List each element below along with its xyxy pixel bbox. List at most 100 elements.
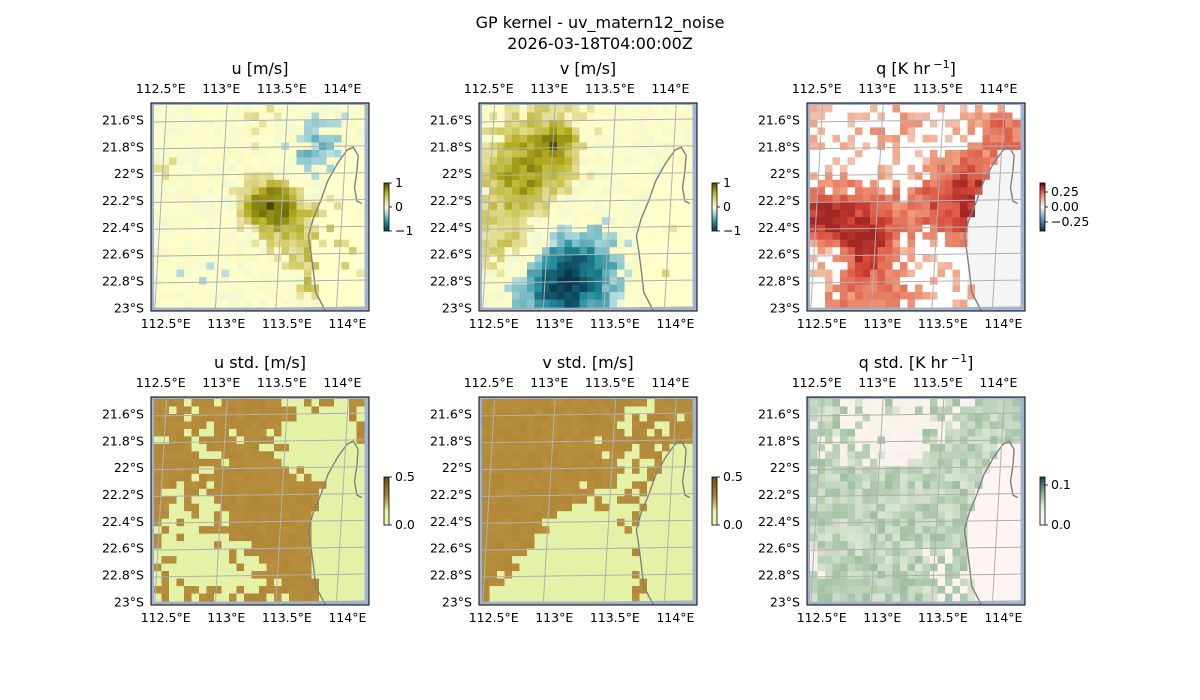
heat-cell: [542, 119, 551, 129]
heat-cell: [930, 436, 939, 445]
heat-cell: [594, 413, 603, 423]
heat-cell: [960, 127, 969, 136]
heat-cell: [930, 224, 939, 233]
heat-cell: [169, 247, 178, 256]
heat-cell: [349, 269, 358, 278]
gridlines: [807, 397, 1025, 605]
heat-cell: [997, 134, 1006, 144]
heat-cell: [1005, 217, 1014, 226]
heat-cell: [191, 458, 200, 467]
heat-cell: [885, 593, 894, 602]
heat-cell: [967, 112, 976, 121]
heat-cell: [326, 586, 335, 595]
heat-cell: [289, 541, 298, 550]
heat-cell: [184, 254, 193, 263]
heat-cell: [244, 466, 253, 475]
heat-cell: [990, 262, 999, 271]
heat-cell: [319, 548, 328, 557]
heat-cell: [982, 586, 991, 595]
heat-cell: [504, 443, 513, 452]
heat-cell: [885, 443, 894, 452]
heat-cell: [221, 179, 230, 188]
heat-cell: [289, 451, 298, 460]
heat-cell: [206, 127, 215, 136]
axes-frame: [150, 102, 370, 312]
heat-cell: [960, 134, 969, 144]
heat-cell: [885, 496, 894, 505]
heat-cell: [624, 518, 633, 527]
heat-cell: [922, 443, 931, 452]
heat-cell: [296, 578, 305, 587]
heat-cell: [609, 209, 618, 218]
heat-cell: [594, 563, 603, 572]
heat-cell: [341, 548, 350, 557]
heat-cell: [489, 292, 498, 301]
heat-cell: [930, 172, 939, 181]
heat-cell: [319, 593, 328, 602]
heat-cell: [825, 209, 834, 218]
heat-cell: [907, 586, 916, 595]
heat-cell: [236, 232, 245, 241]
heat-cell: [922, 473, 931, 482]
heat-cell: [184, 187, 193, 196]
heat-cell: [662, 157, 671, 166]
heat-cell: [632, 541, 641, 550]
heat-cell: [639, 496, 648, 505]
heat-cell: [647, 458, 656, 467]
heat-cell: [564, 541, 573, 550]
heat-cell: [1005, 399, 1014, 408]
heat-cell: [184, 209, 193, 218]
heat-cell: [662, 112, 671, 121]
heat-cell: [191, 187, 200, 196]
heat-cell: [609, 413, 618, 423]
heat-cell: [677, 533, 686, 542]
heat-cell: [945, 127, 954, 136]
heat-cell: [161, 473, 170, 482]
heat-cell: [251, 105, 260, 114]
lon-tick-top: 112.5°E: [792, 81, 842, 96]
map-area: [151, 397, 369, 605]
heat-cell: [534, 578, 543, 587]
heat-cell: [244, 172, 253, 181]
heat-cell: [684, 481, 693, 490]
heat-cell: [281, 578, 290, 587]
heat-cell: [937, 284, 946, 293]
heat-cell: [579, 127, 588, 136]
heat-cell: [349, 254, 358, 263]
heat-cell: [289, 187, 298, 196]
heat-cell: [975, 127, 984, 136]
heat-cell: [677, 164, 686, 173]
heat-cell: [482, 496, 491, 505]
heat-cell: [504, 466, 513, 475]
heat-cell: [579, 105, 588, 114]
heat-cell: [534, 466, 543, 475]
heat-cell: [229, 578, 238, 587]
heat-cell: [289, 443, 298, 452]
heat-cell: [319, 112, 328, 121]
heat-cell: [191, 254, 200, 263]
heat-cell: [266, 217, 275, 226]
heat-cell: [817, 586, 826, 595]
heat-cell: [587, 224, 596, 233]
heat-cell: [191, 299, 200, 308]
grid-lat: [479, 198, 697, 203]
lon-tick-bottom: 114°E: [984, 610, 1022, 625]
heat-cell: [512, 172, 521, 181]
heat-cell: [624, 458, 633, 467]
heat-cell: [221, 232, 230, 241]
heat-cell: [654, 262, 663, 271]
heat-cell: [862, 262, 871, 271]
heat-cell: [349, 127, 358, 136]
heat-cell: [587, 194, 596, 203]
heat-cell: [259, 556, 268, 565]
heat-cell: [892, 292, 901, 301]
heat-cell: [982, 239, 991, 248]
heat-cell: [684, 488, 693, 497]
heat-cell: [229, 518, 238, 527]
heat-cell: [647, 399, 656, 408]
heat-cell: [587, 548, 596, 557]
heat-cell: [1005, 421, 1014, 430]
heat-cell: [199, 292, 208, 301]
heat-cell: [1012, 593, 1021, 602]
heat-cell: [281, 105, 290, 114]
